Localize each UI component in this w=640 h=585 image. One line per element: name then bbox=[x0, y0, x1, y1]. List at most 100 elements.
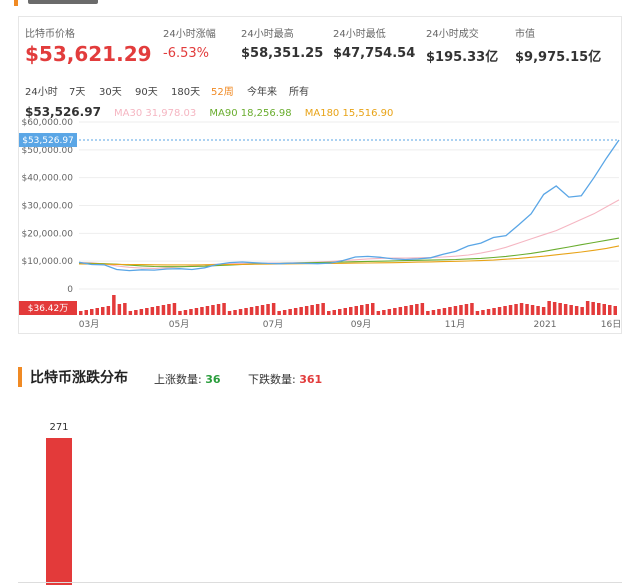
down-count-text: 下跌数量: 361 bbox=[248, 371, 322, 387]
stat-marketcap-value: $9,975.15亿 bbox=[515, 50, 602, 65]
stat-high-label: 24小时最高 bbox=[241, 29, 294, 40]
y-tick-label: $40,000.00 bbox=[21, 174, 73, 184]
volume-bar bbox=[431, 310, 436, 315]
stats-row: 比特币价格 $53,621.29 24小时涨幅 -6.53% 24小时最高 $5… bbox=[25, 25, 615, 69]
up-count-value: 36 bbox=[205, 373, 221, 386]
volume-bar bbox=[393, 308, 397, 315]
volume-bar bbox=[580, 307, 584, 315]
volume-bar bbox=[360, 305, 364, 315]
volume-bar bbox=[90, 309, 94, 315]
stat-volume: 24小时成交 $195.33亿 bbox=[426, 25, 498, 65]
volume-bar bbox=[409, 305, 414, 315]
volume-bar bbox=[271, 303, 276, 315]
volume-bar bbox=[442, 308, 447, 315]
price-card: 比特币价格 $53,621.29 24小时涨幅 -6.53% 24小时最高 $5… bbox=[18, 16, 622, 334]
volume-bar bbox=[343, 308, 347, 315]
distribution-title: 比特币涨跌分布 bbox=[30, 370, 128, 386]
volume-bar bbox=[255, 306, 259, 315]
legend-ma30: MA30 31,978.03 bbox=[114, 108, 197, 119]
volume-bar bbox=[139, 309, 144, 315]
x-tick-label: 05月 bbox=[169, 319, 189, 330]
volume-bar bbox=[519, 303, 524, 315]
volume-bar bbox=[371, 303, 375, 315]
stat-price: 比特币价格 $53,621.29 bbox=[25, 25, 152, 66]
volume-bar bbox=[172, 303, 177, 315]
volume-bar bbox=[514, 304, 518, 315]
volume-bar bbox=[106, 306, 111, 315]
volume-bar bbox=[492, 308, 496, 315]
current-price-tag bbox=[19, 133, 77, 148]
stat-marketcap-label: 市值 bbox=[515, 29, 535, 40]
stat-low-value: $47,754.54 bbox=[333, 46, 416, 61]
volume-bar bbox=[123, 303, 127, 315]
tab-52w[interactable]: 52周 bbox=[211, 87, 234, 98]
volume-bar bbox=[597, 303, 601, 315]
tab-all[interactable]: 所有 bbox=[289, 87, 309, 98]
volume-bar bbox=[161, 305, 166, 315]
volume-bar bbox=[470, 303, 474, 315]
volume-bar bbox=[574, 306, 579, 315]
volume-bar bbox=[84, 310, 88, 315]
dist-bar[interactable] bbox=[46, 438, 72, 585]
volume-bar bbox=[338, 309, 342, 315]
tab-ytd[interactable]: 今年来 bbox=[247, 87, 277, 98]
volume-bar bbox=[459, 305, 463, 315]
volume-bar bbox=[211, 305, 215, 315]
volume-bar bbox=[150, 307, 155, 315]
y-tick-label: $20,000.00 bbox=[21, 229, 73, 239]
distribution-chart: 271 bbox=[18, 410, 622, 585]
volume-bar bbox=[200, 307, 204, 315]
volume-bar bbox=[508, 305, 513, 315]
up-count-label: 上涨数量: bbox=[154, 373, 202, 386]
stat-low: 24小时最低 $47,754.54 bbox=[333, 25, 415, 61]
volume-bar bbox=[260, 305, 265, 315]
volume-bar bbox=[497, 307, 502, 315]
tab-30d[interactable]: 30天 bbox=[99, 87, 122, 98]
volume-bar bbox=[365, 304, 369, 315]
series-line-ma30 bbox=[78, 199, 620, 269]
volume-bar bbox=[437, 309, 441, 315]
volume-bar bbox=[156, 306, 160, 315]
stat-price-value: $53,621.29 bbox=[25, 42, 152, 66]
volume-bar bbox=[183, 310, 188, 315]
volume-bar bbox=[415, 304, 419, 315]
ma-legend: $53,526.97 MA30 31,978.03 MA90 18,256.98… bbox=[25, 101, 393, 119]
volume-bar bbox=[563, 304, 568, 315]
tab-24h[interactable]: 24小时 bbox=[25, 87, 58, 98]
current-price-tag-label: $53,526.97 bbox=[22, 136, 74, 146]
volume-bar bbox=[128, 311, 133, 315]
volume-bar bbox=[541, 307, 546, 315]
tab-90d[interactable]: 90天 bbox=[135, 87, 158, 98]
x-tick-label: 09月 bbox=[351, 319, 371, 330]
cropped-title bbox=[28, 0, 98, 4]
stat-volume-value: $195.33亿 bbox=[426, 50, 499, 65]
volume-bar bbox=[266, 304, 270, 315]
y-tick-label: $50,000.00 bbox=[21, 146, 73, 156]
volume-bar bbox=[420, 303, 425, 315]
tab-7d[interactable]: 7天 bbox=[69, 87, 86, 98]
volume-bar bbox=[376, 311, 381, 315]
price-chart[interactable]: $60,000.00 $50,000.00 $40,000.00 $30,000.00… bbox=[19, 117, 623, 333]
volume-bar bbox=[475, 311, 480, 315]
volume-bar bbox=[167, 304, 171, 315]
series-line-ma90 bbox=[78, 237, 620, 268]
tab-180d[interactable]: 180天 bbox=[171, 87, 201, 98]
volume-bar bbox=[244, 308, 248, 315]
volume-bar bbox=[227, 311, 232, 315]
volume-bar bbox=[327, 311, 331, 315]
volume-bar bbox=[79, 311, 83, 315]
y-tick-label: $10,000.00 bbox=[21, 257, 73, 267]
series-line-price bbox=[78, 139, 620, 272]
volume-bar bbox=[117, 304, 122, 315]
volume-bar bbox=[222, 303, 226, 315]
volume-bar bbox=[613, 306, 617, 315]
volume-bar bbox=[530, 305, 535, 315]
volume-bar bbox=[481, 310, 485, 315]
x-tick-label: 16日 bbox=[601, 319, 621, 330]
volume-bar bbox=[602, 304, 606, 315]
volume-bar bbox=[189, 309, 193, 315]
volume-bar bbox=[216, 304, 221, 315]
down-count-value: 361 bbox=[299, 373, 323, 386]
volume-bar bbox=[608, 305, 612, 315]
stat-change-label: 24小时涨幅 bbox=[163, 29, 216, 40]
